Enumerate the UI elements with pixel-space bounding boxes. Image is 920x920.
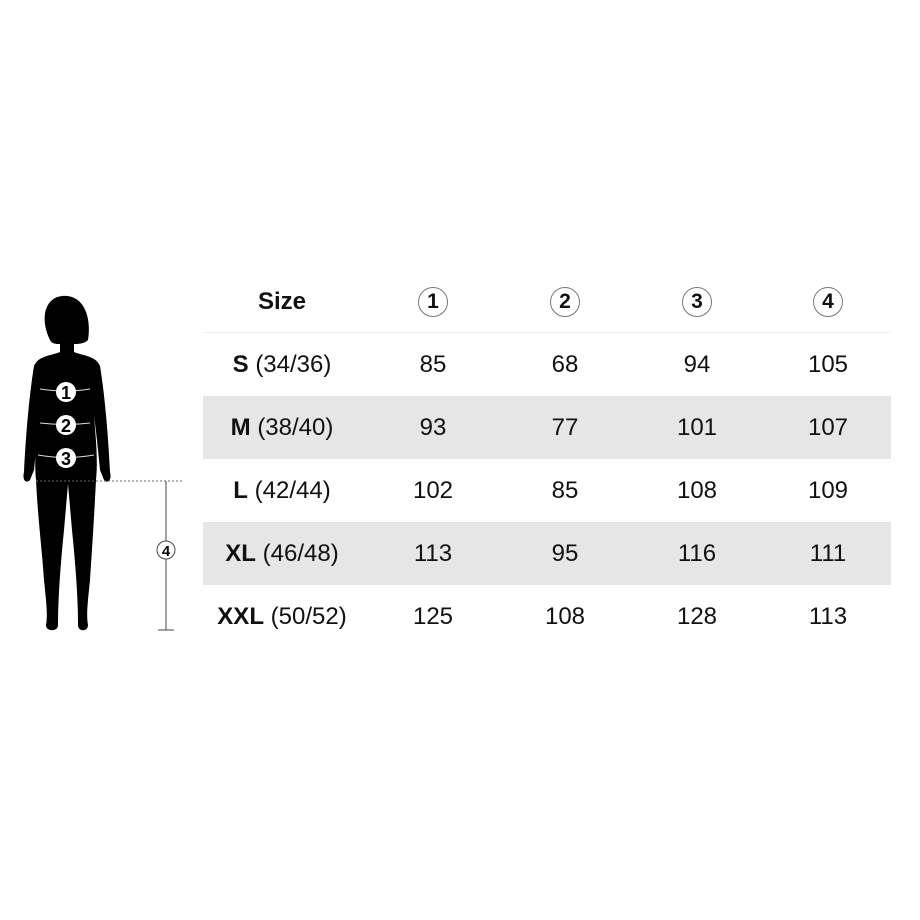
size-column-header: Size	[257, 288, 307, 315]
marker-3-icon: 3	[56, 448, 76, 469]
measurement-4-value: 107	[807, 413, 849, 441]
marker-1-icon: 1	[56, 382, 76, 403]
measurement-4-value: 113	[808, 602, 848, 630]
table-row: XL (46/48) 113 95 116 111	[203, 522, 891, 585]
measurement-4-header: 4	[813, 287, 843, 317]
measurement-1-value: 85	[419, 350, 447, 378]
size-code: L	[233, 476, 248, 504]
measurement-4-value: 111	[809, 539, 847, 567]
measurement-2-value: 77	[551, 413, 579, 441]
measurement-1-header: 1	[418, 287, 448, 317]
measurement-3-value: 128	[676, 602, 718, 630]
svg-text:2: 2	[61, 416, 71, 436]
eu-size: (38/40)	[257, 413, 334, 441]
measurement-2-header: 2	[550, 287, 580, 317]
measurement-3-value: 94	[683, 350, 711, 378]
measurement-3-value: 108	[676, 476, 718, 504]
measurement-3-header: 3	[682, 287, 712, 317]
size-cell: M (38/40)	[203, 414, 361, 442]
measurement-1-value: 102	[412, 476, 454, 504]
eu-size: (46/48)	[262, 539, 339, 567]
table-header-row: Size 1 2 3 4	[203, 272, 891, 333]
eu-size: (50/52)	[270, 602, 347, 630]
table-row: M (38/40) 93 77 101 107	[203, 396, 891, 459]
body-silhouette-diagram: 1 2 3 4	[23, 295, 184, 631]
measurement-2-value: 108	[544, 602, 586, 630]
eu-size: (42/44)	[254, 476, 331, 504]
svg-text:4: 4	[162, 543, 171, 560]
size-code: S	[232, 350, 249, 378]
table-row: L (42/44) 102 85 108 109	[203, 459, 891, 522]
size-chart-table: Size 1 2 3 4 S (34/36) 85 68 94 105 M (38/40)…	[203, 272, 891, 648]
svg-text:3: 3	[61, 449, 71, 469]
size-cell: XXL (50/52)	[203, 603, 361, 631]
measurement-1-value: 93	[419, 413, 447, 441]
measurement-2-value: 85	[551, 476, 579, 504]
measurement-4-value: 105	[807, 350, 849, 378]
measurement-2-value: 68	[551, 350, 579, 378]
marker-4-icon: 4	[156, 540, 176, 560]
measurement-1-value: 125	[412, 602, 454, 630]
measurement-1-value: 113	[413, 539, 453, 567]
table-row: S (34/36) 85 68 94 105	[203, 333, 891, 396]
size-code: XXL	[217, 602, 264, 630]
size-cell: L (42/44)	[203, 477, 361, 505]
size-cell: XL (46/48)	[203, 540, 361, 568]
measurement-2-value: 95	[551, 539, 579, 567]
measurement-3-value: 116	[677, 539, 717, 567]
size-code: XL	[225, 539, 256, 567]
svg-text:1: 1	[61, 383, 71, 403]
size-cell: S (34/36)	[203, 351, 361, 379]
table-row: XXL (50/52) 125 108 128 113	[203, 585, 891, 648]
measurement-3-value: 101	[676, 413, 718, 441]
marker-2-icon: 2	[56, 415, 76, 436]
measurement-4-value: 109	[807, 476, 849, 504]
eu-size: (34/36)	[255, 350, 332, 378]
size-code: M	[230, 413, 251, 441]
